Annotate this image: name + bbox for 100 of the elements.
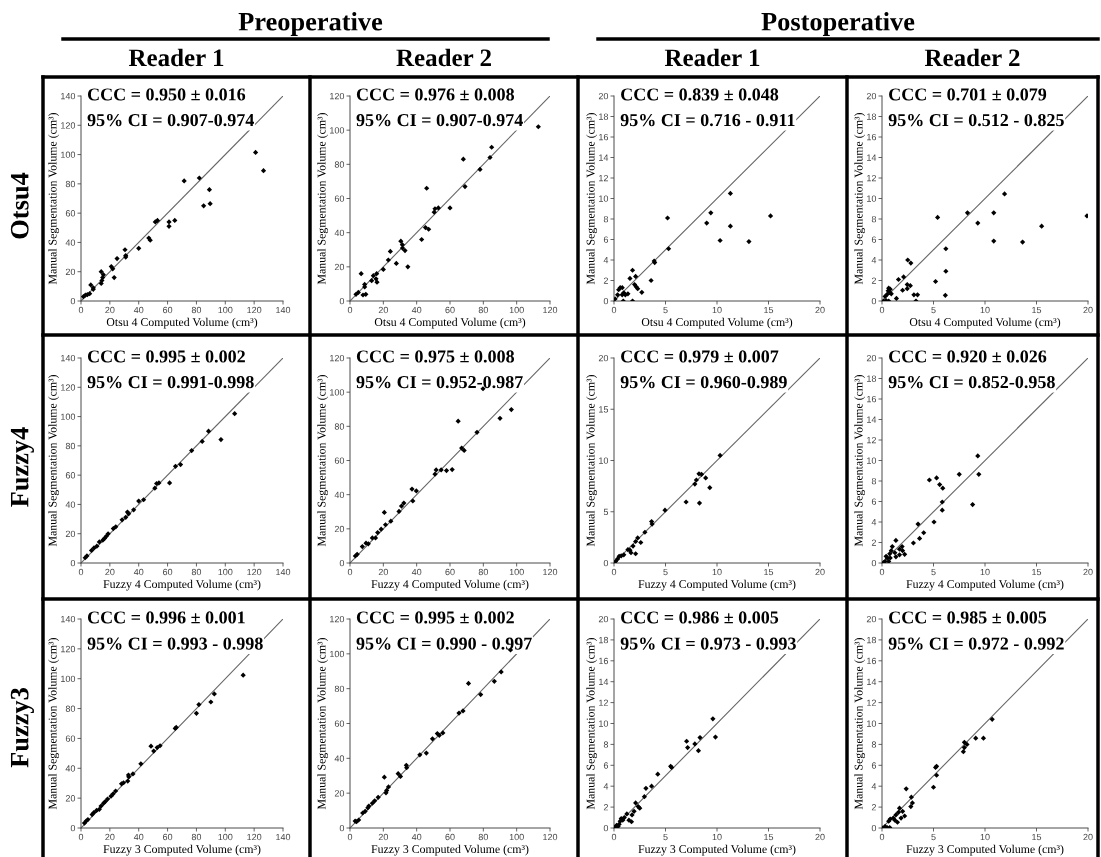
y-tick-label: 100 <box>330 389 345 396</box>
y-tick-label: 40 <box>334 491 345 499</box>
annotation: 95% CI = 0.991-0.998 <box>87 375 254 389</box>
y-axis-title: Manual Segmentation Volume (cm³) <box>854 638 866 810</box>
y-tick-label: 40 <box>334 755 345 762</box>
y-tick-label: 20 <box>866 354 877 362</box>
y-tick-label: 20 <box>65 268 76 276</box>
x-axis-title: Otsu 4 Computed Volume (cm³) <box>641 317 793 329</box>
y-tick-label: 0 <box>871 559 877 567</box>
x-tick-label: 40 <box>133 568 144 576</box>
x-tick-label: 15 <box>1032 833 1042 841</box>
y-tick-label: 12 <box>599 174 608 182</box>
y-tick-label: 40 <box>65 501 76 508</box>
y-tick-label: 0 <box>70 559 76 567</box>
y-tick-label: 80 <box>65 442 76 450</box>
y-tick-label: 8 <box>603 741 609 748</box>
x-tick-label: 20 <box>105 568 115 576</box>
x-tick-label: 100 <box>509 833 524 841</box>
x-tick-label: 60 <box>163 833 173 841</box>
y-tick-label: 100 <box>330 650 345 658</box>
y-tick-label: 80 <box>334 423 345 430</box>
x-tick-label: 0 <box>879 306 885 314</box>
y-tick-label: 8 <box>603 215 609 223</box>
y-tick-label: 14 <box>867 154 877 161</box>
y-tick-label: 0 <box>70 824 76 832</box>
x-tick-label: 0 <box>78 568 84 576</box>
y-axis-title: Manual Segmentation Volume (cm³) <box>48 638 59 810</box>
x-axis-title: Fuzzy 4 Computed Volume (cm³) <box>103 579 261 591</box>
y-tick-label: 10 <box>867 195 877 202</box>
y-axis-title: Manual Segmentation Volume (cm³) <box>48 113 59 285</box>
y-tick-label: 12 <box>867 174 876 182</box>
x-tick-label: 20 <box>1083 833 1093 841</box>
y-tick-label: 60 <box>334 457 345 464</box>
y-tick-label: 60 <box>65 472 76 479</box>
text: Otsu4 <box>10 172 29 239</box>
y-tick-label: 16 <box>867 133 877 141</box>
y-tick-label: 0 <box>339 559 345 567</box>
x-tick-label: 60 <box>445 306 455 314</box>
y-tick-label: 14 <box>599 678 609 685</box>
x-tick-label: 40 <box>411 833 422 841</box>
y-axis-title: Manual Segmentation Volume (cm³) <box>586 375 598 547</box>
y-tick-label: 8 <box>871 741 877 748</box>
x-tick-label: 80 <box>478 833 488 841</box>
x-tick-label: 0 <box>611 568 617 576</box>
x-tick-label: 0 <box>347 568 353 576</box>
annotation: CCC = 0.986 ± 0.005 <box>621 611 779 624</box>
x-tick-label: 20 <box>815 306 825 314</box>
x-tick-label: 20 <box>378 568 388 576</box>
x-tick-label: 20 <box>815 568 825 576</box>
y-tick-label: 20 <box>334 790 345 797</box>
y-tick-label: 12 <box>867 699 876 706</box>
x-tick-label: 0 <box>347 833 353 841</box>
annotation: 95% CI = 0.993 - 0.998 <box>87 637 263 650</box>
y-tick-label: 10 <box>599 195 609 202</box>
x-tick-label: 5 <box>931 306 936 314</box>
annotation: CCC = 0.975 ± 0.008 <box>356 350 515 363</box>
y-tick-label: 6 <box>871 236 877 243</box>
y-tick-label: 2 <box>871 277 876 284</box>
y-tick-label: 120 <box>61 645 76 653</box>
y-tick-label: 14 <box>599 154 609 161</box>
y-tick-label: 2 <box>603 277 608 284</box>
x-axis-title: Otsu 4 Computed Volume (cm³) <box>106 317 258 329</box>
annotation: 95% CI = 0.716 - 0.911 <box>620 113 795 127</box>
x-tick-label: 40 <box>411 306 422 314</box>
x-tick-label: 15 <box>764 833 774 841</box>
y-tick-label: 2 <box>603 804 608 811</box>
x-tick-label: 0 <box>879 833 885 841</box>
x-tick-label: 0 <box>611 306 617 314</box>
y-tick-label: 100 <box>61 151 76 158</box>
y-tick-label: 2 <box>871 539 876 546</box>
y-axis-title: Manual Segmentation Volume (cm³) <box>854 375 866 547</box>
y-tick-label: 18 <box>867 636 877 644</box>
x-tick-label: 10 <box>712 833 722 841</box>
y-tick-label: 80 <box>334 685 345 693</box>
y-tick-label: 120 <box>330 615 345 623</box>
x-axis-title: Otsu 4 Computed Volume (cm³) <box>374 317 526 329</box>
annotation: CCC = 0.995 ± 0.002 <box>87 350 245 363</box>
x-tick-label: 0 <box>879 568 885 576</box>
y-tick-label: 10 <box>867 720 877 727</box>
y-tick-label: 140 <box>61 92 76 100</box>
x-tick-label: 100 <box>218 833 233 841</box>
x-tick-label: 10 <box>712 306 722 314</box>
y-tick-label: 10 <box>867 457 877 464</box>
y-tick-label: 80 <box>65 180 76 188</box>
x-tick-label: 80 <box>478 306 488 314</box>
x-tick-label: 40 <box>133 833 144 841</box>
x-tick-label: 15 <box>1032 306 1042 314</box>
y-tick-label: 0 <box>603 297 609 305</box>
x-axis-title: Fuzzy 3 Computed Volume (cm³) <box>638 844 796 856</box>
x-axis-title: Fuzzy 4 Computed Volume (cm³) <box>371 579 529 591</box>
y-tick-label: 20 <box>598 92 609 100</box>
x-tick-label: 20 <box>105 306 115 314</box>
y-tick-label: 100 <box>330 127 345 134</box>
y-tick-label: 5 <box>603 508 609 516</box>
x-tick-label: 120 <box>543 833 558 841</box>
y-tick-label: 4 <box>603 257 609 264</box>
chart-title: Reader 1 <box>664 48 760 67</box>
x-tick-label: 5 <box>931 568 936 576</box>
y-tick-label: 6 <box>871 498 877 505</box>
y-tick-label: 18 <box>867 375 877 382</box>
